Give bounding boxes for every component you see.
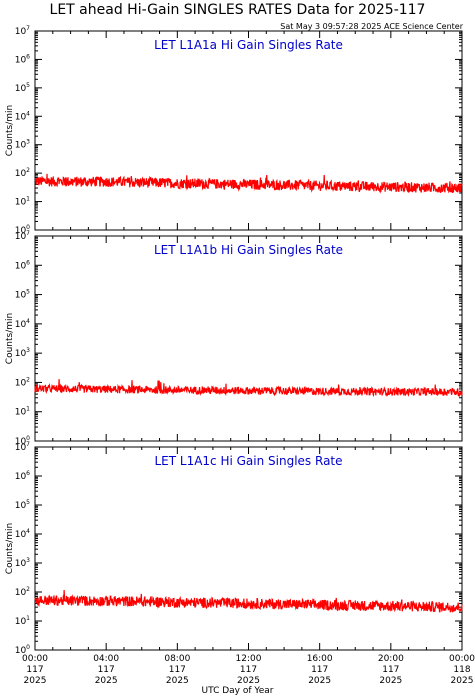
x-axis-label: UTC Day of Year bbox=[201, 686, 274, 696]
x-tick-label-time: 00:00 bbox=[22, 654, 48, 664]
panel-title: LET L1A1c Hi Gain Singles Rate bbox=[154, 454, 342, 468]
y-tick-label: 100 bbox=[15, 435, 30, 447]
y-tick-label: 105 bbox=[15, 289, 30, 301]
x-tick-label-year: 2025 bbox=[379, 676, 402, 686]
y-tick-label: 106 bbox=[15, 53, 30, 65]
y-axis-label: Counts/min bbox=[5, 313, 15, 364]
y-tick-label: 103 bbox=[15, 557, 30, 569]
panel-frame bbox=[34, 235, 463, 442]
y-tick-label: 104 bbox=[15, 110, 30, 122]
x-tick-label-doy: 117 bbox=[26, 665, 43, 675]
x-tick-label-doy: 117 bbox=[240, 665, 257, 675]
x-tick-label-year: 2025 bbox=[166, 676, 189, 686]
y-tick-label: 102 bbox=[15, 586, 30, 598]
x-tick-label-time: 16:00 bbox=[307, 654, 333, 664]
panel-3: 100 101 102 103 104 105 106 107 Counts/min LET L1… bbox=[5, 441, 463, 656]
chart-main-title: LET ahead Hi-Gain SINGLES RATES Data for… bbox=[49, 2, 426, 18]
y-tick-label: 102 bbox=[15, 167, 30, 179]
y-tick-label: 100 bbox=[15, 224, 30, 236]
panel-1: 100 101 102 103 104 105 106 107 Counts/min LET L1… bbox=[5, 25, 463, 236]
panel-2: 100 101 102 103 104 105 106 107 Counts/min LET L1… bbox=[5, 230, 463, 447]
x-tick-label-year: 2025 bbox=[237, 676, 260, 686]
y-tick-label: 101 bbox=[15, 615, 30, 627]
y-tick-label: 106 bbox=[15, 470, 30, 482]
x-tick-label-year: 2025 bbox=[451, 676, 474, 686]
y-tick-label: 100 bbox=[15, 644, 30, 656]
x-tick-label-time: 20:00 bbox=[378, 654, 404, 664]
panel-title: LET L1A1b Hi Gain Singles Rate bbox=[154, 243, 343, 257]
x-tick-label-doy: 117 bbox=[382, 665, 399, 675]
y-tick-label: 101 bbox=[15, 406, 30, 418]
x-tick-label-doy: 117 bbox=[311, 665, 328, 675]
y-tick-label: 103 bbox=[15, 347, 30, 359]
x-tick-label-year: 2025 bbox=[95, 676, 118, 686]
x-tick-label-time: 04:00 bbox=[93, 654, 119, 664]
y-axis-label: Counts/min bbox=[5, 105, 15, 156]
series-line-L1A1c bbox=[34, 590, 463, 613]
y-tick-label: 104 bbox=[15, 318, 30, 330]
generation-timestamp: Sat May 3 09:57:28 2025 ACE Science Cent… bbox=[280, 22, 463, 31]
panel-frame bbox=[34, 30, 463, 231]
x-tick-label-time: 12:00 bbox=[236, 654, 262, 664]
x-tick-label-doy: 117 bbox=[98, 665, 115, 675]
y-tick-label: 107 bbox=[15, 230, 30, 242]
x-tick-label-time: 00:00 bbox=[449, 654, 475, 664]
panel-frame bbox=[34, 446, 463, 651]
y-tick-label: 104 bbox=[15, 528, 30, 540]
x-tick-label-doy: 117 bbox=[169, 665, 186, 675]
panel-title: LET L1A1a Hi Gain Singles Rate bbox=[154, 38, 343, 52]
y-axis-label: Counts/min bbox=[5, 523, 15, 574]
y-tick-label: 107 bbox=[15, 25, 30, 37]
x-tick-label-doy: 118 bbox=[453, 665, 470, 675]
x-tick-label-year: 2025 bbox=[308, 676, 331, 686]
y-tick-label: 105 bbox=[15, 82, 30, 94]
y-tick-label: 102 bbox=[15, 376, 30, 388]
y-tick-label: 106 bbox=[15, 259, 30, 271]
series-line-L1A1a bbox=[34, 173, 463, 194]
y-tick-label: 105 bbox=[15, 499, 30, 511]
x-tick-label-time: 08:00 bbox=[164, 654, 190, 664]
x-tick-label-year: 2025 bbox=[24, 676, 47, 686]
y-tick-label: 101 bbox=[15, 196, 30, 208]
series-line-L1A1b bbox=[34, 379, 463, 398]
y-tick-label: 107 bbox=[15, 441, 30, 453]
y-tick-label: 103 bbox=[15, 139, 30, 151]
